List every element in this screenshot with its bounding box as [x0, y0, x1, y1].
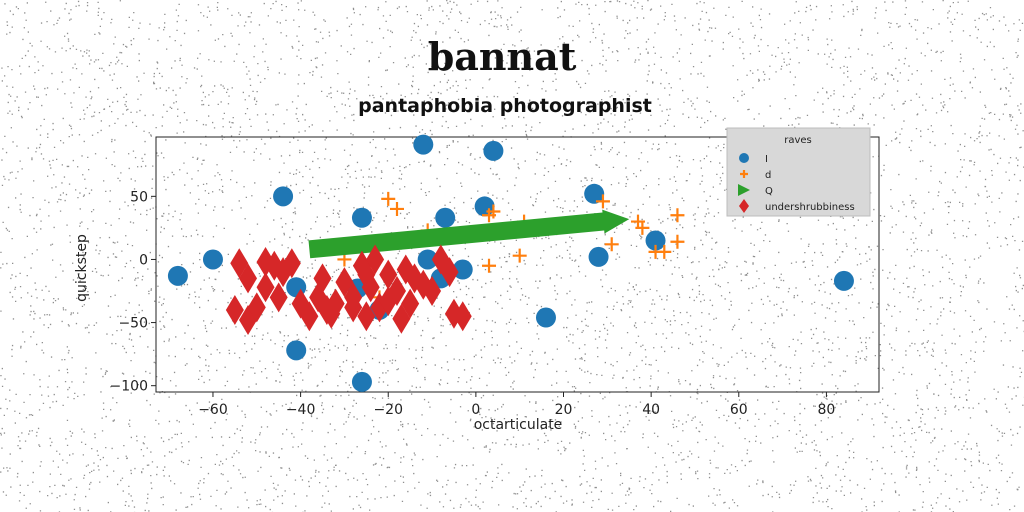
point-diamond	[361, 272, 380, 303]
legend-title: raves	[784, 135, 812, 146]
x-tick-label: −60	[198, 402, 228, 418]
point-circle	[584, 183, 605, 204]
legend-label: Q	[765, 186, 773, 197]
point-plus	[595, 194, 610, 209]
point-diamond	[317, 294, 336, 325]
point-diamond	[401, 288, 420, 319]
x-tick-label: 0	[471, 402, 480, 418]
quiver-arrow	[308, 209, 630, 259]
y-tick-label: −50	[118, 316, 148, 332]
point-circle	[417, 249, 438, 270]
point-circle	[435, 207, 456, 228]
point-circle	[833, 270, 854, 291]
point-diamond	[440, 257, 459, 288]
x-tick-label: 40	[642, 402, 660, 418]
point-plus	[604, 237, 619, 252]
point-diamond	[269, 282, 288, 313]
point-circle	[588, 246, 609, 267]
point-circle	[351, 207, 372, 228]
point-circle	[286, 340, 307, 361]
axis-ticks: −60 −40 −20 0 20 40 60 80 −100 −50 0 50	[110, 189, 836, 418]
point-plus	[482, 258, 497, 273]
point-circle	[645, 230, 666, 251]
x-tick-label: 20	[555, 402, 573, 418]
point-diamond	[423, 276, 442, 307]
point-plus	[670, 234, 685, 249]
point-diamond	[344, 282, 363, 313]
x-tick-label: 80	[818, 402, 836, 418]
plot-frame	[155, 136, 880, 393]
point-plus	[390, 201, 404, 216]
point-circle	[273, 186, 294, 207]
point-plus	[657, 244, 672, 259]
point-plus	[512, 248, 527, 263]
point-diamond	[239, 263, 258, 294]
legend-marker-triangle	[738, 184, 750, 196]
point-circle	[202, 249, 223, 270]
legend-marker-plus	[740, 170, 748, 178]
y-tick-label: 50	[130, 189, 148, 205]
point-diamond	[357, 301, 376, 332]
point-circle	[452, 259, 473, 280]
x-tick-label: −40	[286, 402, 316, 418]
point-diamond	[282, 248, 301, 279]
legend-marker-circle	[739, 153, 749, 163]
series-d	[337, 191, 685, 305]
x-axis-label: octarticulate	[474, 417, 563, 433]
point-circle	[167, 265, 188, 286]
point-circle	[535, 307, 556, 328]
series-i	[167, 134, 854, 392]
point-circle	[483, 140, 504, 161]
point-diamond	[225, 294, 244, 325]
data-marks	[167, 134, 854, 392]
point-circle	[474, 196, 495, 217]
point-circle	[351, 371, 372, 392]
legend-box	[726, 127, 871, 217]
point-plus	[381, 191, 396, 206]
point-diamond	[366, 244, 385, 275]
series-undershrubbiness	[225, 244, 472, 336]
legend-marker-diamond	[739, 199, 749, 213]
chart-subtitle: pantaphobia photographist	[358, 95, 652, 117]
point-diamond	[396, 254, 415, 285]
point-plus	[486, 204, 501, 219]
point-diamond	[388, 276, 406, 307]
chart-title: bannat	[428, 34, 577, 79]
point-diamond	[313, 263, 332, 294]
y-axis-label: quickstep	[74, 234, 90, 302]
x-tick-label: −20	[373, 402, 403, 418]
legend-label: d	[765, 170, 771, 181]
point-diamond	[300, 301, 319, 332]
x-tick-label: 60	[730, 402, 748, 418]
point-plus	[635, 220, 650, 235]
point-diamond	[256, 272, 275, 303]
point-diamond	[247, 292, 266, 323]
point-diamond	[379, 259, 398, 290]
point-plus	[670, 208, 685, 223]
point-diamond	[453, 301, 472, 332]
legend-label: I	[765, 154, 768, 165]
point-circle	[413, 134, 434, 155]
y-tick-label: −100	[110, 379, 148, 395]
y-tick-label: 0	[139, 252, 148, 268]
series-q	[308, 209, 630, 259]
legend-label: undershrubbiness	[765, 202, 855, 213]
